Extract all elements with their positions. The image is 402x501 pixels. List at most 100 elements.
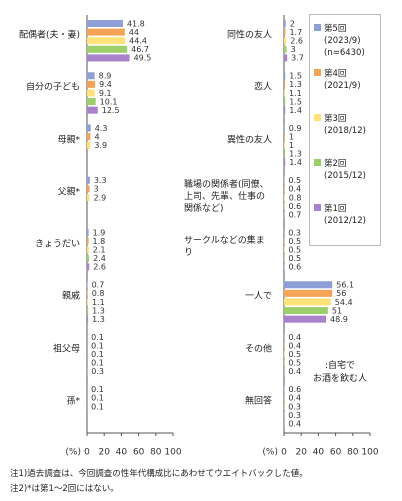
- bar: [87, 229, 89, 236]
- bar: [284, 289, 333, 297]
- annotation: :自宅で お酒を飲む人: [312, 361, 367, 384]
- value-label: 0.1: [91, 359, 104, 368]
- value-label: 0.1: [91, 341, 104, 350]
- x-axis-label: (%): [262, 448, 278, 458]
- x-tick-label: 0: [281, 448, 287, 458]
- bar: [284, 307, 328, 315]
- legend-name: 第4回: [324, 69, 347, 79]
- legend-swatch: [314, 159, 321, 166]
- value-label: 1.1: [289, 89, 302, 98]
- category-label: きょうだい: [34, 239, 80, 250]
- value-label: 1.1: [92, 298, 105, 307]
- value-label: 0.7: [92, 281, 105, 290]
- value-label: 2.6: [290, 37, 303, 46]
- value-label: 9.1: [99, 89, 112, 98]
- bar: [284, 298, 331, 306]
- bar: [87, 98, 96, 106]
- value-label: 46.7: [131, 45, 149, 54]
- bar: [284, 133, 285, 141]
- legend-item: 第3回 (2018/12): [314, 113, 366, 137]
- category-label: 祖父母: [52, 344, 80, 355]
- legend-swatch: [314, 204, 321, 211]
- legend-item: 第5回 (2023/9) (n=6430): [314, 23, 365, 59]
- x-tick-label: 80: [150, 448, 162, 458]
- value-label: 1.3: [92, 306, 105, 315]
- value-label: 0.4: [288, 185, 301, 194]
- bar: [87, 37, 126, 45]
- legend-name: 第3回: [324, 114, 347, 124]
- value-label: 3.9: [94, 141, 107, 150]
- value-label: 1.3: [92, 315, 105, 324]
- value-label: 0.3: [288, 228, 301, 237]
- category-label: 孫*: [66, 396, 80, 407]
- category-label: 親戚: [61, 291, 80, 302]
- value-label: 0.5: [288, 237, 301, 246]
- bar: [87, 45, 128, 53]
- value-label: 0.8: [289, 193, 302, 202]
- x-tick-label: 20: [295, 448, 307, 458]
- bar: [87, 263, 90, 271]
- legend-name: 第1回: [324, 204, 347, 214]
- value-label: 0.1: [91, 333, 104, 342]
- bar: [87, 89, 95, 97]
- legend-period: (2015/12): [324, 171, 366, 181]
- value-label: 56.1: [336, 281, 354, 290]
- value-label: 0.5: [288, 176, 301, 185]
- value-label: 0.3: [91, 367, 104, 376]
- bar: [87, 185, 90, 193]
- bar: [284, 20, 286, 27]
- value-label: 1.3: [289, 80, 302, 89]
- value-label: 0.1: [91, 394, 104, 403]
- value-label: 4: [94, 132, 99, 141]
- bar: [87, 193, 90, 201]
- x-tick-label: 100: [361, 448, 378, 458]
- value-label: 0.4: [288, 333, 301, 342]
- x-tick-label: 100: [164, 448, 181, 458]
- value-label: 1.8: [93, 237, 106, 246]
- value-label: 0.4: [288, 419, 301, 428]
- bar: [87, 176, 90, 184]
- value-label: 0.4: [288, 367, 301, 376]
- value-label: 1: [289, 141, 294, 150]
- value-label: 0.6: [289, 385, 302, 394]
- bar: [87, 315, 89, 323]
- value-label: 51: [332, 306, 342, 315]
- legend-item: 第4回 (2021/9): [314, 68, 361, 92]
- value-label: 10.1: [100, 97, 118, 106]
- category-label: 職場の関係者(同僚、上司、先輩、仕事の関係など): [184, 180, 269, 215]
- bar: [284, 124, 285, 132]
- value-label: 2: [290, 19, 295, 28]
- legend-item: 第2回 (2015/12): [314, 158, 366, 182]
- bar: [284, 80, 286, 88]
- value-label: 0.4: [288, 341, 301, 350]
- bar: [284, 202, 285, 210]
- value-label: 1.9: [93, 228, 106, 237]
- category-label: 自分の子ども: [25, 82, 80, 93]
- category-label: 無回答: [244, 396, 272, 407]
- bar: [87, 20, 123, 27]
- bar: [87, 307, 89, 315]
- value-label: 0.5: [288, 246, 301, 255]
- x-tick-label: 40: [313, 448, 325, 458]
- value-label: 0.8: [92, 289, 105, 298]
- legend-period: (2012/12): [324, 216, 366, 226]
- category-label: 異性の友人: [226, 135, 272, 146]
- value-label: 44.4: [129, 37, 147, 46]
- value-label: 0.6: [289, 263, 302, 272]
- bar: [87, 28, 125, 36]
- bar: [87, 72, 95, 80]
- legend-period: (2021/9): [324, 81, 361, 91]
- value-label: 0.5: [288, 254, 301, 263]
- category-label: 一人で: [244, 291, 272, 302]
- category-label: サークルなどの集まり: [184, 235, 265, 258]
- value-label: 0.1: [91, 385, 104, 394]
- value-label: 3.3: [94, 176, 107, 185]
- bar: [284, 45, 287, 53]
- value-label: 1.5: [289, 97, 302, 106]
- category-label: 同性の友人: [226, 30, 272, 41]
- bar: [284, 106, 286, 114]
- bar: [284, 150, 286, 158]
- bar: [284, 98, 286, 106]
- bar: [87, 237, 89, 245]
